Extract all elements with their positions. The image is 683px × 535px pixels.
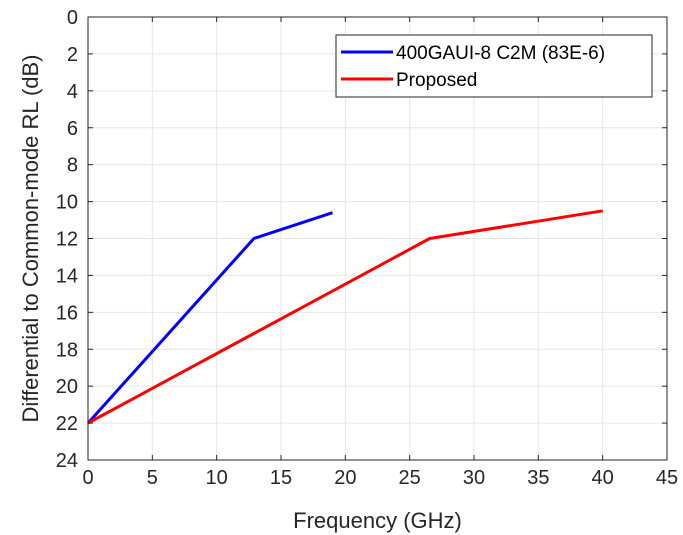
y-tick-label: 4 [67,81,78,103]
x-tick-label: 5 [147,467,158,489]
y-tick-label: 20 [56,376,78,398]
legend-label-400gaui: 400GAUI-8 C2M (83E-6) [396,43,605,64]
legend-box [335,34,653,98]
y-tick-label: 2 [67,44,78,66]
x-tick-label: 30 [463,467,485,489]
y-axis-label: Differential to Common-mode RL (dB) [18,54,43,422]
y-tick-label: 8 [67,155,78,177]
y-tick-label: 10 [56,192,78,214]
x-tick-label: 25 [399,467,421,489]
series-line-0 [86,211,333,425]
series-lines [86,209,603,425]
y-tick-label: 24 [56,450,78,472]
y-tick-label: 0 [67,7,78,29]
y-tick-label: 16 [56,302,78,324]
x-tick-label: 45 [656,467,678,489]
x-axis-ticks: 0 5 10 15 20 25 30 35 40 45 [82,17,678,489]
y-tick-label: 18 [56,339,78,361]
x-tick-label: 40 [592,467,614,489]
x-tick-label: 20 [334,467,356,489]
y-tick-label: 12 [56,229,78,251]
y-tick-label: 14 [56,265,78,287]
legend: 400GAUI-8 C2M (83E-6) Proposed [335,34,653,98]
x-tick-label: 35 [527,467,549,489]
x-tick-label: 15 [270,467,292,489]
legend-label-proposed: Proposed [396,70,477,91]
series-line-1 [87,209,603,425]
x-tick-label: 0 [82,467,93,489]
x-tick-label: 10 [206,467,228,489]
y-tick-label: 6 [67,118,78,140]
y-tick-label: 22 [56,413,78,435]
x-axis-label: Frequency (GHz) [293,508,462,533]
